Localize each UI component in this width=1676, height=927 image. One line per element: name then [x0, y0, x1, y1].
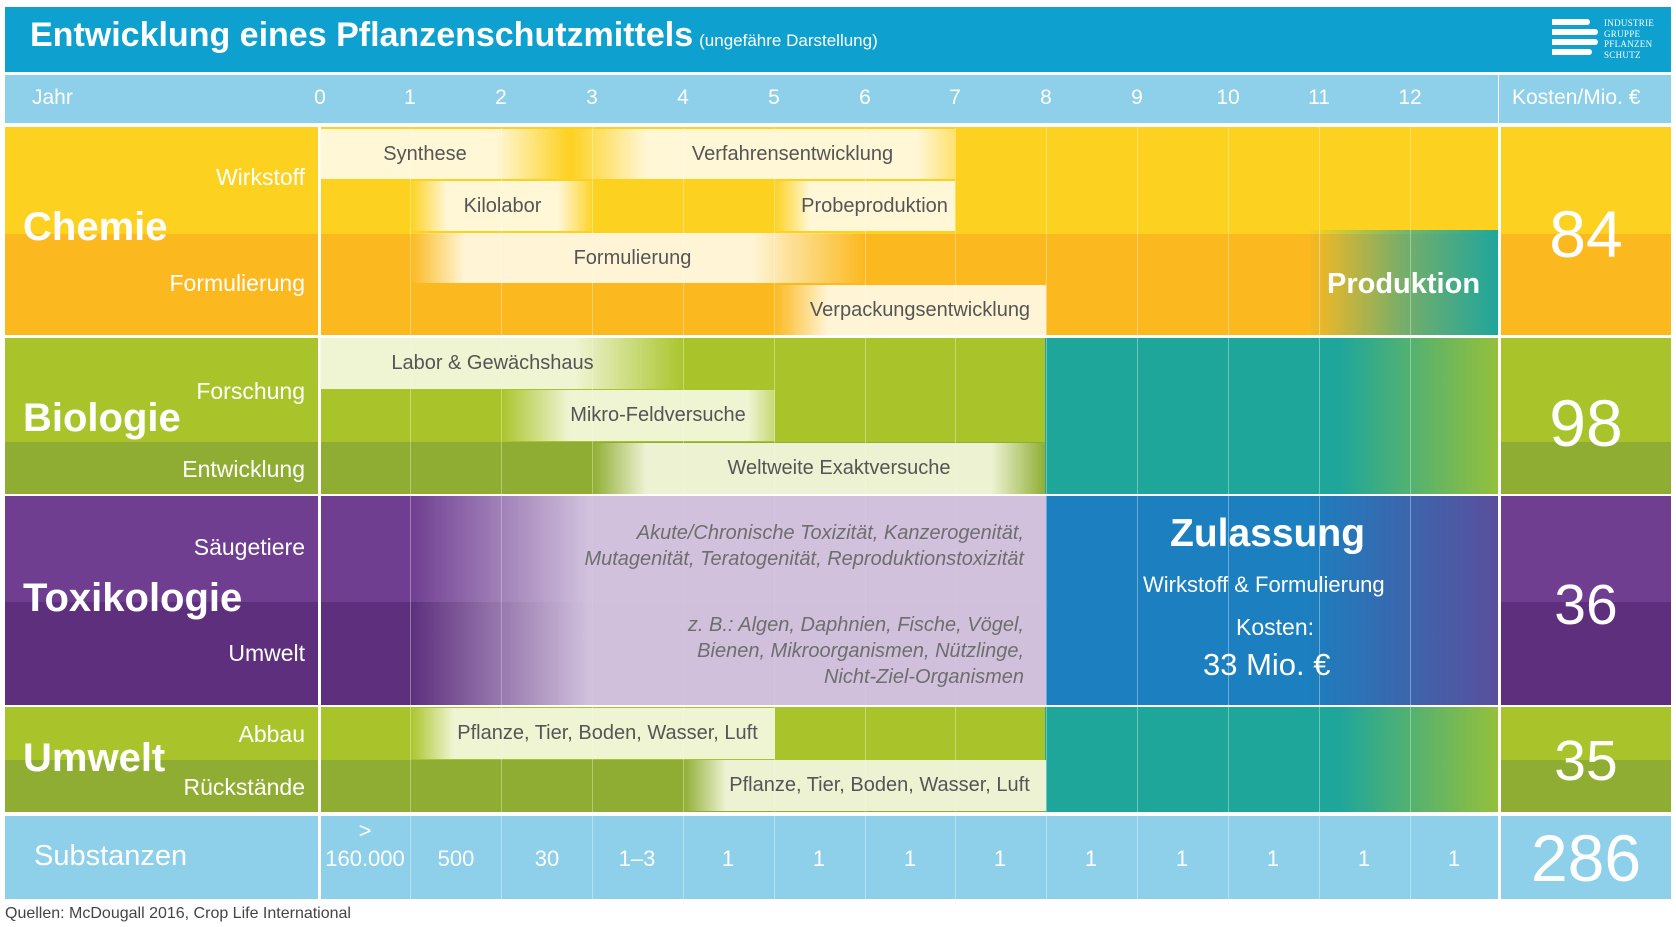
- chemie-cost: 84: [1549, 197, 1623, 271]
- substanzen-greater-than: >: [358, 818, 372, 843]
- umwelt-abbau-label: Abbau: [238, 721, 305, 747]
- biologie-label: Biologie: [23, 396, 181, 440]
- umwelt-label: Umwelt: [23, 736, 166, 780]
- year-7: 7: [949, 86, 961, 109]
- chemie-wirkstoff-label: Wirkstoff: [215, 164, 305, 190]
- toxikologie-label: Toxikologie: [23, 576, 243, 620]
- zulassung-kosten-value: 33 Mio. €: [1203, 647, 1331, 682]
- band-verfahrensentwicklung: Verfahrensentwicklung: [570, 129, 955, 179]
- substanzen-year-3: 1–3: [618, 846, 656, 871]
- band-formulierung: Formulierung: [410, 233, 865, 283]
- title-subtitle: (ungefähre Darstellung): [699, 31, 878, 50]
- year-4: 4: [677, 86, 689, 109]
- band-weltweite-exaktversuche: Weltweite Exaktversuche: [592, 443, 1046, 494]
- substanzen-year-5: 1: [812, 846, 826, 871]
- title-main: Entwicklung eines Pflanzenschutzmittels: [30, 16, 694, 54]
- substanzen-year-10: 1: [1266, 846, 1280, 871]
- substanzen-year-8: 1: [1084, 846, 1098, 871]
- substanzen-label: Substanzen: [34, 840, 188, 872]
- year-8: 8: [1040, 86, 1052, 109]
- substanzen-year-4: 1: [721, 846, 735, 871]
- tox-umwelt-text: z. B.: Algen, Daphnien, Fische, Vögel, B…: [687, 614, 1024, 688]
- toxikologie-studies-band: [410, 496, 1046, 705]
- substanzen-total: 286: [1530, 821, 1642, 895]
- band-labor-gewaechshaus: Labor & Gewächshaus: [320, 338, 685, 389]
- year-11: 11: [1308, 86, 1330, 109]
- year-header-bar: [5, 75, 1671, 123]
- year-5: 5: [768, 86, 780, 109]
- year-12: 12: [1398, 86, 1422, 109]
- substanzen-year-2: 30: [534, 846, 560, 871]
- ips-logo: INDUSTRIE GRUPPE PFLANZEN SCHUTZ: [1552, 16, 1662, 60]
- toxikologie-saeugetiere-label: Säugetiere: [193, 534, 305, 560]
- page-title: Entwicklung eines Pflanzenschutzmittels (…: [30, 16, 878, 55]
- produktion-label: Produktion: [1327, 268, 1481, 300]
- substanzen-year-12: 1: [1447, 846, 1461, 871]
- substanzen-row: [5, 816, 1671, 899]
- chemie-formulierung-label: Formulierung: [169, 270, 306, 296]
- jahr-label: Jahr: [32, 86, 73, 109]
- title-bar: [5, 7, 1671, 72]
- band-probeproduktion: Probeproduktion: [774, 181, 955, 231]
- band-synthese: Synthese: [320, 129, 570, 179]
- biologie-cost: 98: [1549, 386, 1623, 460]
- year-3: 3: [586, 86, 598, 109]
- toxikologie-cost: 36: [1554, 573, 1618, 637]
- biologie-forschung-label: Forschung: [196, 378, 305, 404]
- year-2: 2: [495, 86, 507, 109]
- substanzen-year-11: 1: [1357, 846, 1371, 871]
- substanzen-year-6: 1: [903, 846, 917, 871]
- year-1: 1: [404, 86, 416, 109]
- logo-text: INDUSTRIE GRUPPE PFLANZEN SCHUTZ: [1604, 18, 1655, 60]
- band-mikro-feldversuche: Mikro-Feldversuche: [501, 390, 775, 441]
- toxikologie-umwelt-label: Umwelt: [228, 640, 305, 666]
- source-footer: Quellen: McDougall 2016, Crop Life Inter…: [5, 905, 351, 922]
- band-abbau: Pflanze, Tier, Boden, Wasser, Luft: [410, 708, 775, 759]
- substanzen-year-9: 1: [1175, 846, 1189, 871]
- substanzen-year-0: 160.000: [325, 846, 405, 871]
- biologie-entwicklung-label: Entwicklung: [182, 456, 305, 482]
- zulassung-title: Zulassung: [1170, 512, 1366, 555]
- chemie-label: Chemie: [23, 205, 168, 249]
- band-rueckstaende: Pflanze, Tier, Boden, Wasser, Luft: [683, 760, 1046, 811]
- kosten-header: Kosten/Mio. €: [1512, 86, 1641, 109]
- produktion-band: [1308, 230, 1498, 335]
- band-kilolabor: Kilolabor: [410, 181, 595, 231]
- umwelt-rueckstaende-label: Rückstände: [183, 774, 305, 800]
- substanzen-year-7: 1: [993, 846, 1007, 871]
- tox-saeugetiere-text: Akute/Chronische Toxizität, Kanzerogenit…: [584, 522, 1024, 570]
- zulassung-kosten-label: Kosten:: [1236, 614, 1314, 640]
- year-0: 0: [314, 86, 326, 109]
- umwelt-cost: 35: [1554, 729, 1618, 793]
- substanzen-year-1: 500: [437, 846, 475, 871]
- year-9: 9: [1131, 86, 1143, 109]
- band-verpackungsentwicklung: Verpackungsentwicklung: [774, 285, 1046, 335]
- zulassung-subtitle: Wirkstoff & Formulierung: [1143, 572, 1385, 597]
- year-6: 6: [859, 86, 871, 109]
- year-10: 10: [1216, 86, 1240, 109]
